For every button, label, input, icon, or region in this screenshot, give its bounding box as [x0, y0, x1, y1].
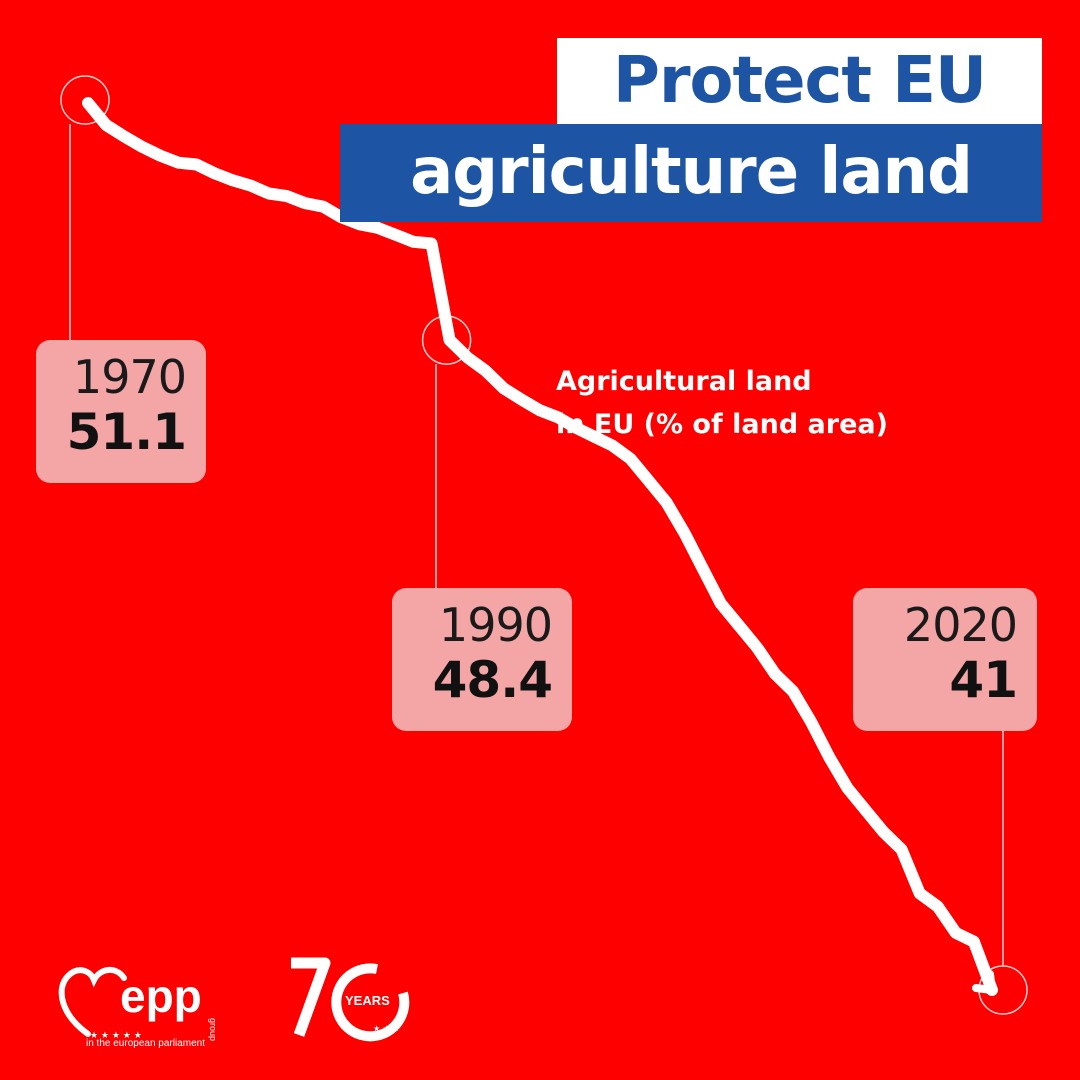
callout-year: 1970 — [72, 350, 187, 404]
callout-value: 51.1 — [66, 403, 187, 461]
subtitle-line-1: Agricultural land — [556, 366, 812, 397]
highlight-circle-1970 — [60, 75, 110, 125]
callout-1990: 1990 48.4 — [392, 588, 572, 731]
end-arrow-icon — [972, 970, 996, 994]
callout-1970: 1970 51.1 — [36, 340, 206, 483]
anniversary-70-logo: YEARS ★ ★ ★ — [285, 955, 415, 1049]
epp-group-text: group — [208, 1018, 218, 1041]
subtitle-line-2: in EU (% of land area) — [556, 409, 888, 440]
series-line — [82, 97, 998, 996]
seven-glyph — [291, 957, 331, 1037]
title-line-2: agriculture land — [340, 124, 1042, 222]
title-line-1: Protect EU — [557, 38, 1042, 124]
callout-2020: 2020 41 — [853, 588, 1037, 731]
chart-subtitle: Agricultural land in EU (% of land area) — [556, 360, 996, 446]
anniversary-stars: ★ ★ ★ — [373, 1024, 400, 1033]
years-text: YEARS — [345, 993, 390, 1008]
epp-logo: epp group ★ ★ ★ ★ ★ in the european parl… — [50, 958, 260, 1052]
callout-year: 1990 — [438, 598, 553, 652]
heart-icon — [58, 967, 127, 1037]
callout-value: 48.4 — [432, 651, 553, 709]
ring-glyph — [331, 963, 410, 1042]
callout-year: 2020 — [903, 598, 1018, 652]
epp-stars: ★ ★ ★ ★ ★ — [90, 1031, 142, 1041]
epp-wordmark: epp — [120, 970, 202, 1022]
callout-value: 41 — [949, 651, 1018, 709]
epp-tagline: in the european parliament — [86, 1038, 205, 1048]
callout-connectors — [69, 124, 1004, 966]
